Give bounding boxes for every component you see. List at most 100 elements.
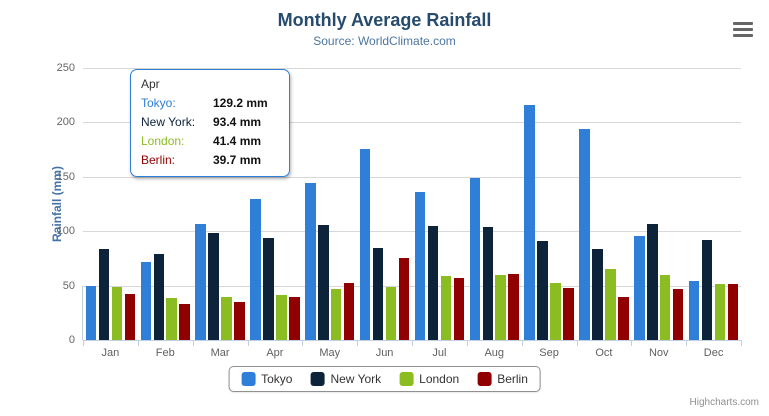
bar-london-feb[interactable] [166,297,177,340]
bar-london-nov[interactable] [659,275,671,340]
bar-tokyo-oct[interactable] [579,128,590,340]
bar-new-york-apr[interactable] [263,238,274,340]
bar-berlin-jul[interactable] [453,277,465,340]
bar-berlin-feb[interactable] [179,303,190,340]
bar-berlin-may[interactable] [343,282,355,340]
x-axis-tick [192,341,194,346]
bar-new-york-jul[interactable] [427,225,439,340]
bar-london-jul[interactable] [440,275,452,340]
bar-berlin-sep[interactable] [563,288,574,340]
x-axis-label-dec: Dec [703,347,724,359]
bar-tokyo-may[interactable] [305,183,316,340]
bar-tokyo-aug[interactable] [469,178,481,340]
bar-berlin-mar[interactable] [234,302,245,340]
tooltip-row-tokyo: Tokyo: 129.2 mm [141,94,279,113]
x-axis-label-mar: Mar [210,347,230,359]
bar-tokyo-jan[interactable] [85,285,97,340]
tooltip-row-berlin: Berlin: 39.7 mm [141,151,279,170]
bar-london-sep[interactable] [550,282,561,340]
bar-berlin-apr[interactable] [289,296,300,340]
y-axis-label-100: 100 [56,225,75,238]
tooltip-header: Apr [141,77,160,91]
legend-item-berlin[interactable]: Berlin [477,372,528,386]
bar-tokyo-dec[interactable] [688,280,700,340]
legend-swatch-icon [399,372,414,386]
tooltip-series-value: 129.2 mm [213,96,268,110]
legend-swatch-icon [310,372,325,386]
x-axis-label-nov: Nov [648,347,669,359]
legend-label: Berlin [497,372,528,386]
tooltip-series-label: New York: [141,115,196,129]
legend: Tokyo New York London Berlin [228,366,541,392]
bar-london-jun[interactable] [385,287,397,340]
gridline-100 [83,231,741,233]
bar-london-mar[interactable] [221,297,232,340]
x-axis-tick [357,341,359,346]
x-axis-label-jun: Jun [375,347,394,359]
bar-london-oct[interactable] [605,269,616,340]
bar-berlin-oct[interactable] [618,297,629,340]
bar-london-aug[interactable] [495,275,506,340]
x-axis-line [83,340,742,341]
gridline-150 [83,176,741,178]
legend-item-london[interactable]: London [399,372,459,386]
y-axis-label-50: 50 [62,279,75,292]
gridline-200 [83,122,741,124]
bar-new-york-oct[interactable] [592,249,603,340]
x-axis-tick [686,341,688,346]
gridline-50 [83,285,741,287]
x-axis-label-aug: Aug [484,347,505,359]
tooltip: Apr Tokyo: 129.2 mm New York: 93.4 mm London… [130,69,290,177]
legend-label: New York [330,372,382,386]
bar-tokyo-sep[interactable] [524,104,535,340]
x-axis-tick [83,341,84,346]
bar-new-york-dec[interactable] [701,239,713,340]
burger-bar [733,22,753,25]
bar-new-york-jan[interactable] [98,249,110,340]
bar-london-dec[interactable] [714,284,726,340]
x-axis-label-oct: Oct [595,347,613,359]
bar-new-york-nov[interactable] [647,224,658,340]
chart-subtitle: Source: WorldClimate.com [313,34,456,48]
tooltip-series-value: 41.4 mm [213,134,262,148]
y-axis-label-0: 0 [68,334,75,346]
x-axis-tick [247,341,249,346]
bar-london-may[interactable] [330,288,342,340]
burger-bar [733,28,753,31]
legend-item-new-york[interactable]: New York [310,372,381,386]
bar-tokyo-mar[interactable] [195,224,206,340]
bar-tokyo-jul[interactable] [414,192,426,340]
x-axis-tick [576,341,578,346]
bar-new-york-mar[interactable] [208,232,219,340]
x-axis-label-may: May [319,347,341,359]
x-axis-tick [466,341,468,346]
bar-new-york-aug[interactable] [482,226,494,340]
tooltip-row-london: London: 41.4 mm [141,132,279,151]
bar-london-apr[interactable] [276,294,287,340]
bar-london-jan[interactable] [111,286,123,340]
bar-tokyo-nov[interactable] [634,235,645,340]
bar-berlin-dec[interactable] [727,284,739,340]
bar-berlin-jun[interactable] [398,257,410,340]
bar-new-york-sep[interactable] [537,240,548,340]
bar-tokyo-apr[interactable] [250,199,261,340]
bar-tokyo-feb[interactable] [140,262,152,340]
context-menu-icon[interactable] [731,21,755,38]
bar-berlin-nov[interactable] [672,289,684,340]
y-axis-line [82,285,83,340]
bar-berlin-aug[interactable] [508,274,519,340]
x-axis-label-feb: Feb [155,347,175,359]
bar-new-york-feb[interactable] [153,254,165,340]
bar-new-york-jun[interactable] [372,248,384,340]
bar-new-york-may[interactable] [318,224,329,340]
tooltip-rows: Tokyo: 129.2 mm New York: 93.4 mm London: 41.… [141,94,279,170]
x-axis-tick [521,341,523,346]
legend-item-tokyo[interactable]: Tokyo [241,372,292,386]
credits-link[interactable]: Highcharts.com [689,397,759,408]
tooltip-series-value: 93.4 mm [213,115,262,129]
chart-title: Monthly Average Rainfall [277,10,492,30]
bar-tokyo-jun[interactable] [359,148,371,340]
bar-berlin-jan[interactable] [124,293,136,340]
y-axis-label-150: 150 [56,170,75,183]
